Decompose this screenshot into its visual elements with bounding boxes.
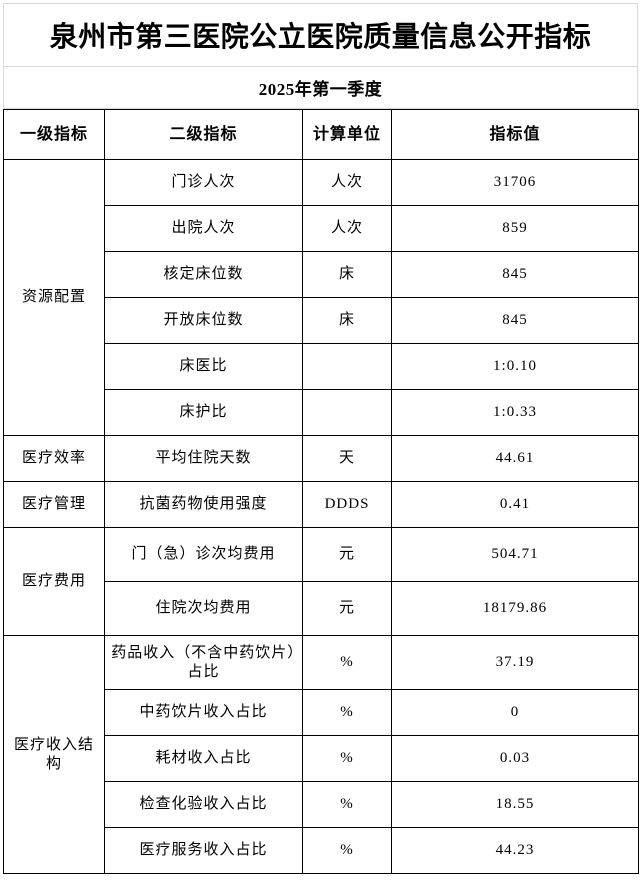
indicator-value: 37.19 — [391, 635, 639, 690]
indicator-unit: DDDS — [302, 481, 392, 528]
indicator-unit: 人次 — [302, 205, 392, 252]
group-label-income-structure: 医疗收入结构 — [3, 635, 105, 874]
indicator-unit — [302, 389, 392, 436]
indicator-name: 耗材收入占比 — [104, 735, 303, 782]
table-row: 医疗服务收入占比 % 44.23 — [4, 827, 639, 874]
table-row: 床医比 1:0.10 — [4, 343, 639, 390]
group-label-cost: 医疗费用 — [3, 527, 105, 636]
indicator-unit: 天 — [302, 435, 392, 482]
table-row: 耗材收入占比 % 0.03 — [4, 735, 639, 782]
indicator-value: 18.55 — [391, 781, 639, 828]
page-title: 泉州市第三医院公立医院质量信息公开指标 — [49, 22, 592, 53]
table-row: 出院人次 人次 859 — [4, 205, 639, 252]
table-row: 床护比 1:0.33 — [4, 389, 639, 436]
table-row: 开放床位数 床 845 — [4, 297, 639, 344]
document-title-row: 泉州市第三医院公立医院质量信息公开指标 — [4, 4, 637, 67]
table-row: 医疗效率 平均住院天数 天 44.61 — [3, 435, 639, 482]
indicator-value: 1:0.33 — [391, 389, 639, 436]
table-row: 医疗费用 门（急）诊次均费用 元 504.71 — [3, 527, 639, 636]
document-subtitle-row: 2025年第一季度 — [4, 67, 637, 109]
page-subtitle: 2025年第一季度 — [258, 80, 383, 99]
indicator-unit: % — [302, 781, 392, 828]
indicator-name: 开放床位数 — [104, 297, 303, 344]
indicator-unit — [302, 343, 392, 390]
table-row: 资源配置 门诊人次 人次 31706 — [3, 159, 639, 436]
table-row: 住院次均费用 元 18179.86 — [4, 581, 639, 636]
column-header-level2: 二级指标 — [104, 109, 303, 160]
indicator-name: 平均住院天数 — [104, 435, 303, 482]
group-label-efficiency: 医疗效率 — [3, 435, 105, 482]
spreadsheet-page: 泉州市第三医院公立医院质量信息公开指标 2025年第一季度 一级指标 二级指标 … — [0, 3, 641, 886]
header-row: 一级指标 二级指标 计算单位 指标值 — [3, 109, 639, 160]
indicator-unit: 床 — [302, 251, 392, 298]
table-row: 核定床位数 床 845 — [4, 251, 639, 298]
indicator-name: 检查化验收入占比 — [104, 781, 303, 828]
indicator-value: 18179.86 — [391, 581, 639, 636]
indicator-unit: % — [302, 735, 392, 782]
table-row: 检查化验收入占比 % 18.55 — [4, 781, 639, 828]
table-header: 一级指标 二级指标 计算单位 指标值 — [3, 109, 639, 160]
indicator-name: 抗菌药物使用强度 — [104, 481, 303, 528]
indicators-table: 一级指标 二级指标 计算单位 指标值 资源配置 门诊人次 人次 31706 出院… — [3, 109, 639, 874]
indicator-name: 出院人次 — [104, 205, 303, 252]
indicator-value: 0 — [391, 689, 639, 736]
indicator-unit: 床 — [302, 297, 392, 344]
column-header-unit: 计算单位 — [302, 109, 392, 160]
indicator-value: 845 — [391, 251, 639, 298]
indicator-value: 44.61 — [391, 435, 639, 482]
indicator-value: 0.03 — [391, 735, 639, 782]
indicator-name: 药品收入（不含中药饮片）占比 — [104, 635, 303, 690]
title-band: 泉州市第三医院公立医院质量信息公开指标 2025年第一季度 — [3, 3, 638, 109]
indicator-name: 医疗服务收入占比 — [104, 827, 303, 874]
column-header-level1: 一级指标 — [3, 109, 105, 160]
indicator-value: 845 — [391, 297, 639, 344]
indicator-name: 住院次均费用 — [104, 581, 303, 636]
indicator-unit: % — [302, 635, 392, 690]
indicator-name: 床护比 — [104, 389, 303, 436]
indicator-value: 31706 — [391, 159, 639, 206]
indicator-value: 504.71 — [391, 527, 639, 582]
table-row: 医疗收入结构 药品收入（不含中药饮片）占比 % 37.19 — [3, 635, 639, 874]
indicator-name: 核定床位数 — [104, 251, 303, 298]
group-label-management: 医疗管理 — [3, 481, 105, 528]
indicator-unit: % — [302, 689, 392, 736]
indicator-name: 床医比 — [104, 343, 303, 390]
indicator-value: 1:0.10 — [391, 343, 639, 390]
indicator-value: 44.23 — [391, 827, 639, 874]
indicator-name: 中药饮片收入占比 — [104, 689, 303, 736]
indicator-unit: % — [302, 827, 392, 874]
indicator-name: 门（急）诊次均费用 — [104, 527, 303, 582]
indicator-unit: 元 — [302, 527, 392, 582]
indicator-value: 0.41 — [391, 481, 639, 528]
indicator-value: 859 — [391, 205, 639, 252]
indicator-unit: 元 — [302, 581, 392, 636]
table-body: 资源配置 门诊人次 人次 31706 出院人次 人次 859 核定床位数 床 8… — [3, 159, 639, 874]
indicator-unit: 人次 — [302, 159, 392, 206]
column-header-value: 指标值 — [391, 109, 639, 160]
table-row: 医疗管理 抗菌药物使用强度 DDDS 0.41 — [3, 481, 639, 528]
group-label-resource: 资源配置 — [3, 159, 105, 436]
indicator-name: 门诊人次 — [104, 159, 303, 206]
table-row: 中药饮片收入占比 % 0 — [4, 689, 639, 736]
